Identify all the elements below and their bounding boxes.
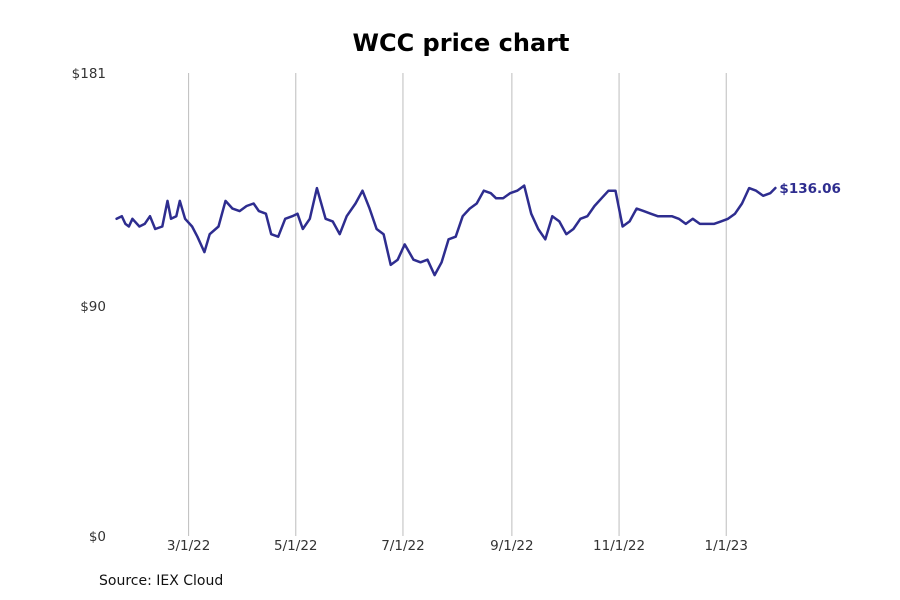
y-tick-label: $90 <box>80 299 106 315</box>
x-tick-label: 11/1/22 <box>593 538 645 554</box>
price-line <box>115 184 777 277</box>
x-tick-label: 5/1/22 <box>274 538 317 554</box>
series-layer: $136.06 <box>115 181 841 277</box>
y-tick-label: $0 <box>89 529 106 545</box>
gridlines <box>188 73 727 536</box>
x-tick-label: 7/1/22 <box>381 538 424 554</box>
chart-title: WCC price chart <box>353 29 570 57</box>
source-note: Source: IEX Cloud <box>99 573 224 589</box>
x-tick-label: 9/1/22 <box>490 538 533 554</box>
x-tick-label: 1/1/23 <box>705 538 748 554</box>
last-price-label: $136.06 <box>779 181 841 197</box>
x-axis: 3/1/22 5/1/22 7/1/22 9/1/22 11/1/22 1/1/23 <box>167 538 748 554</box>
y-tick-label: $181 <box>72 66 106 82</box>
y-axis: $0 $90 $181 <box>72 66 106 545</box>
x-tick-label: 3/1/22 <box>167 538 210 554</box>
